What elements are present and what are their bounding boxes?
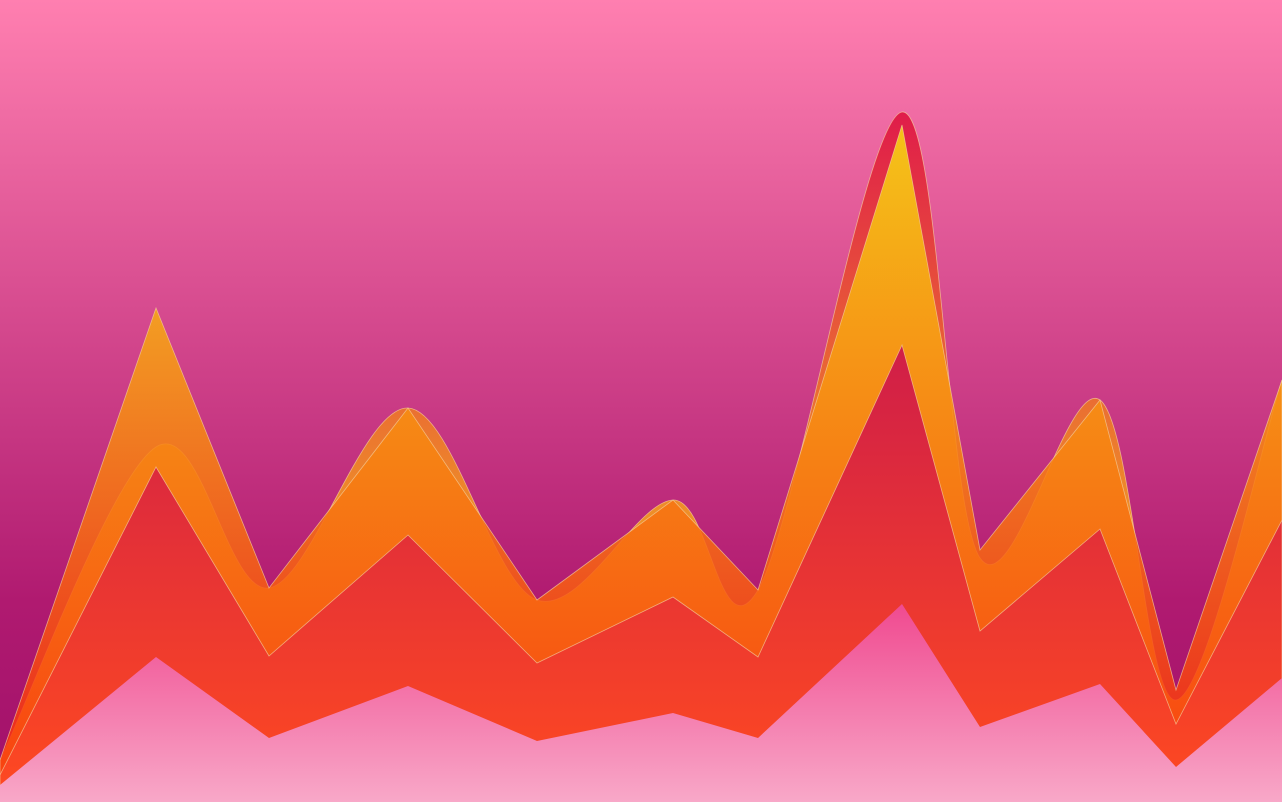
area-series — [0, 343, 1282, 802]
area-series — [0, 604, 1282, 802]
